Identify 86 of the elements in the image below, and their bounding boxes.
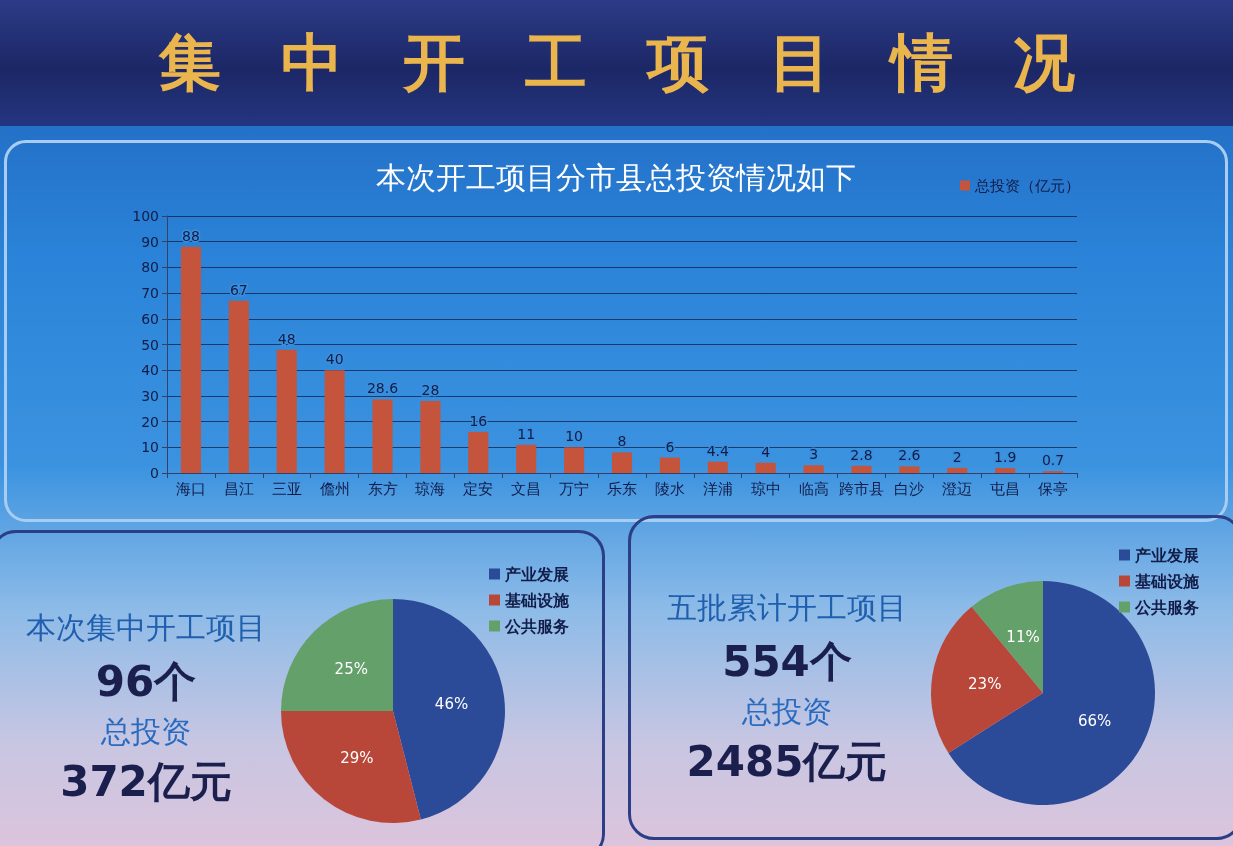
x-tick-label: 昌江 [223,479,254,498]
bar [228,300,249,473]
x-tick-label: 琼中 [750,479,781,498]
bar [899,466,920,473]
bar [420,401,441,473]
data-label: 28.6 [366,380,399,397]
data-label: 1.9 [994,449,1017,466]
data-label: 23% [968,674,1002,693]
data-label: 48 [277,330,296,347]
bar [611,452,633,473]
text: 总投资 [742,693,832,731]
data-label: 8 [617,433,627,450]
bar [516,444,537,473]
bar [324,370,345,473]
x-tick-label: 临高 [798,479,829,498]
data-label: 66% [1078,712,1112,731]
y-tick-label: 100 [132,208,159,224]
y-tick-label: 40 [141,362,159,379]
bar [276,349,297,473]
bar [707,461,728,473]
x-tick-label: 东方 [367,479,398,498]
bar [659,457,680,473]
x-tick-label: 万宁 [559,479,590,498]
x-tick-label: 琼海 [415,479,446,498]
y-tick-label: 50 [141,336,159,353]
data-label: 29% [340,748,374,767]
text: 96个 [95,656,197,708]
bar [564,447,585,473]
data-label: 2.6 [898,447,921,464]
data-label: 3 [809,446,819,463]
bar [180,246,202,473]
text: 总投资 [101,713,191,751]
x-tick-label: 屯昌 [990,479,1021,498]
legend-label: 产业发展 [1134,545,1199,565]
y-tick-label: 60 [141,310,159,327]
y-tick-label: 0 [150,465,159,481]
data-label: 4 [761,443,771,460]
x-tick-label: 陵水 [654,479,685,498]
data-label: 2.8 [850,446,873,463]
bar [947,467,968,473]
x-tick-label: 洋浦 [702,479,733,498]
data-label: 40 [325,351,344,368]
x-tick-label: 三亚 [271,479,302,498]
data-label: 10 [565,428,584,445]
legend-label: 总投资（亿元） [974,176,1080,195]
y-tick-label: 30 [141,387,159,404]
y-tick-label: 90 [141,233,159,250]
data-label: 25% [334,660,368,679]
x-tick-label: 儋州 [319,479,350,498]
x-tick-label: 乐东 [607,479,637,498]
x-tick-label: 澄迈 [942,479,973,498]
text: 554个 [722,636,852,688]
x-tick-label: 跨市县 [838,479,884,498]
legend-label: 公共服务 [1134,597,1199,617]
y-tick-label: 70 [141,285,159,302]
y-tick-label: 10 [141,439,159,456]
text: 五批累计开工项目 [667,589,907,627]
data-label: 11% [1006,628,1040,647]
y-tick-label: 80 [141,259,159,276]
legend-label: 产业发展 [504,564,569,584]
text: 372亿元 [60,756,232,808]
x-tick-label: 保亭 [1038,479,1069,498]
data-label: 46% [434,694,469,713]
text: 本次集中开工项目 [26,609,266,647]
bar [372,399,393,473]
data-label: 0.7 [1041,452,1065,469]
data-label: 88 [182,227,200,244]
y-tick-label: 20 [141,413,159,430]
legend-label: 基础设施 [1134,571,1200,591]
data-label: 28 [421,382,440,399]
x-tick-label: 海口 [175,479,206,498]
bar [851,465,872,473]
chart-subtitle: 本次开工项目分市县总投资情况如下 [376,159,856,195]
bar [803,465,824,473]
legend-label: 基础设施 [504,590,570,610]
legend-label: 公共服务 [504,616,569,636]
x-tick-label: 白沙 [894,479,925,498]
bar [468,431,489,473]
x-tick-label: 定安 [463,479,494,498]
data-label: 11 [517,425,536,442]
data-label: 2 [952,448,962,465]
bar [995,468,1016,473]
bar [755,462,776,473]
text: 2485亿元 [686,736,888,788]
chart-title: 集中开工项目情况 [157,26,1135,99]
x-tick-label: 文昌 [511,479,542,498]
